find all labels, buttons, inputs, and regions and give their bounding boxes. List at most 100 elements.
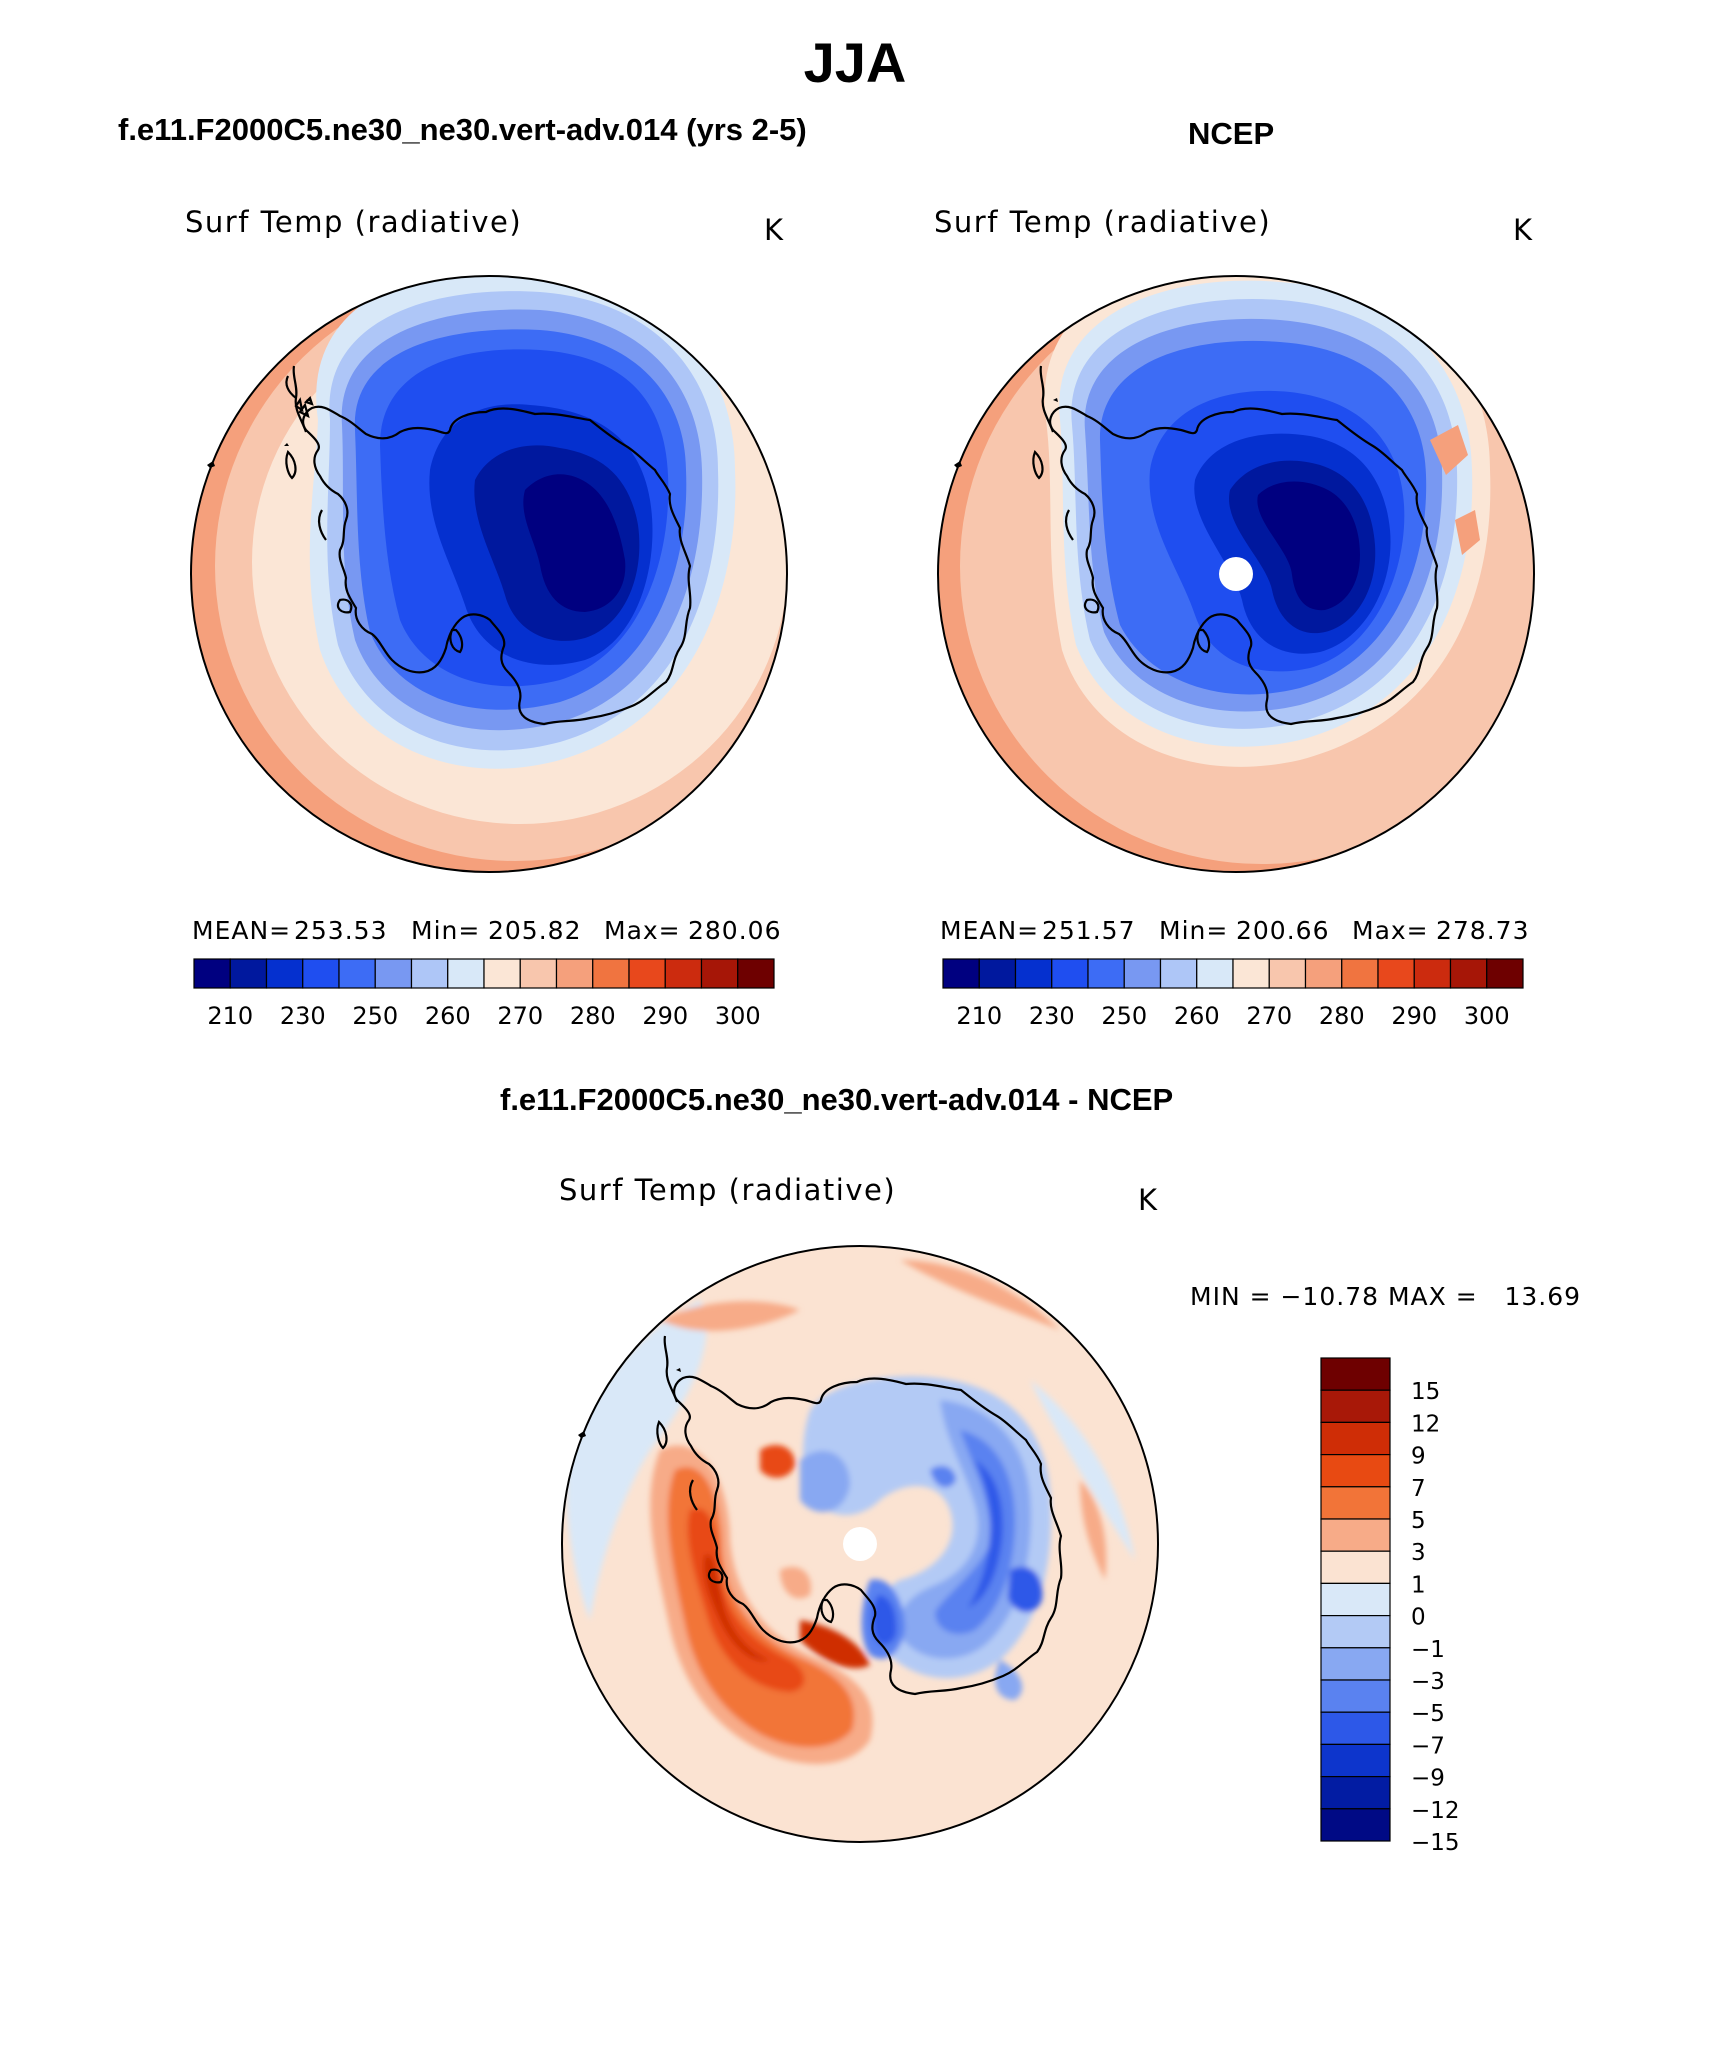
- colorbar-model-swatch: [265, 958, 304, 989]
- panel-1-heading: f.e11.F2000C5.ne30_ne30.vert-adv.014 (yr…: [118, 112, 807, 147]
- colorbar-ncep-swatch: [942, 958, 980, 989]
- colorbar-model-swatch: [447, 958, 485, 989]
- panel-1-min-value: 205.82: [488, 916, 582, 945]
- panel-2-variable-label: Surf Temp (radiative): [934, 205, 1272, 239]
- panel-1-mean-value: 253.53: [294, 916, 388, 945]
- colorbar-difference-swatch: [1320, 1582, 1391, 1617]
- colorbar-model-swatch: [592, 958, 630, 989]
- colorbar-model-swatch: [555, 958, 594, 989]
- colorbar-difference-swatch: [1320, 1389, 1391, 1423]
- colorbar-difference-tick-label: −12: [1411, 1798, 1460, 1824]
- colorbar-ncep-swatch: [1486, 958, 1524, 989]
- colorbar-difference-swatch: [1320, 1614, 1391, 1649]
- map-model-surface-temperature: [191, 276, 787, 872]
- colorbar-model-swatch: [700, 958, 739, 989]
- colorbar-ncep-swatch: [1232, 958, 1270, 989]
- colorbar-ncep-swatch: [978, 958, 1017, 989]
- colorbar-ncep-swatch: [1123, 958, 1162, 989]
- panel-3-variable-label: Surf Temp (radiative): [559, 1173, 897, 1207]
- colorbar-difference-tick-label: 0: [1411, 1605, 1426, 1631]
- panel-1-units-label: K: [764, 213, 785, 247]
- colorbar-ncep-tick-label: 210: [956, 1002, 1002, 1030]
- colorbar-difference-swatch: [1320, 1518, 1391, 1552]
- colorbar-model-tick-label: 280: [570, 1002, 616, 1030]
- figure-title: JJA: [803, 31, 907, 94]
- map-ncep-boundary: [937, 275, 1535, 873]
- colorbar-ncep-swatch: [1051, 958, 1089, 989]
- colorbar-model-tick-label: 250: [352, 1002, 398, 1030]
- colorbar-difference-swatch: [1320, 1453, 1391, 1488]
- panel-2-mean-value: 251.57: [1042, 916, 1136, 945]
- colorbar-difference-tick-label: −7: [1411, 1733, 1445, 1759]
- colorbar-difference-tick-label: 15: [1411, 1379, 1440, 1405]
- panel-2-min-label: Min=: [1159, 916, 1229, 945]
- colorbar-ncep-swatch: [1268, 958, 1307, 989]
- colorbar-model-swatch: [302, 958, 340, 989]
- colorbar-difference-swatch: [1320, 1421, 1391, 1456]
- colorbar-ncep: 210 230 250 260 270 280 290 300: [942, 958, 1524, 1030]
- colorbar-model-swatch: [229, 958, 268, 989]
- panel-1-variable-label: Surf Temp (radiative): [185, 205, 523, 239]
- map-ncep-missing-data-hole: [1219, 557, 1253, 591]
- panel-3-heading: f.e11.F2000C5.ne30_ne30.vert-adv.014 - N…: [500, 1082, 1174, 1117]
- colorbar-difference-tick-label: 1: [1411, 1572, 1426, 1598]
- map-difference-missing-data-hole: [843, 1527, 877, 1561]
- colorbar-difference-swatch: [1320, 1647, 1391, 1681]
- colorbar-model-swatch: [519, 958, 558, 989]
- colorbar-model-swatch: [410, 958, 449, 989]
- colorbar-difference-tick-label: 12: [1411, 1411, 1440, 1437]
- panel-1-max-value: 280.06: [688, 916, 782, 945]
- colorbar-model-swatch: [338, 958, 376, 989]
- panel-1-mean-label: MEAN=: [192, 916, 292, 945]
- colorbar-difference-tick-label: −15: [1411, 1830, 1460, 1856]
- colorbar-model-swatch: [193, 958, 231, 989]
- colorbar-ncep-swatch: [1159, 958, 1198, 989]
- panel-2-heading: NCEP: [1188, 116, 1275, 151]
- panel-1-min-label: Min=: [411, 916, 481, 945]
- panel-3-units-label: K: [1138, 1183, 1159, 1217]
- colorbar-difference-tick-label: −9: [1411, 1766, 1445, 1792]
- colorbar-difference-swatch: [1320, 1357, 1391, 1391]
- colorbar-difference-tick-label: −1: [1411, 1637, 1445, 1663]
- colorbar-model-tick-label: 290: [642, 1002, 688, 1030]
- colorbar-model-tick-label: 300: [715, 1002, 761, 1030]
- map-difference-boundary: [561, 1245, 1159, 1843]
- colorbar-difference-swatch: [1320, 1550, 1391, 1584]
- colorbar-ncep-tick-label: 250: [1101, 1002, 1147, 1030]
- colorbar-ncep-swatch: [1413, 958, 1452, 989]
- map-model-boundary: [190, 275, 788, 873]
- colorbar-model-tick-label: 270: [497, 1002, 543, 1030]
- colorbar-model-swatch: [664, 958, 703, 989]
- colorbar-ncep-tick-label: 230: [1029, 1002, 1075, 1030]
- colorbar-ncep-swatch: [1196, 958, 1234, 989]
- panel-2-max-value: 278.73: [1436, 916, 1530, 945]
- colorbar-ncep-tick-label: 290: [1391, 1002, 1437, 1030]
- colorbar-difference-tick-label: 5: [1411, 1508, 1426, 1534]
- panel-2-units-label: K: [1513, 213, 1534, 247]
- panel-2-mean-label: MEAN=: [940, 916, 1040, 945]
- colorbar-model: 210 230 250 260 270 280 290 300: [193, 958, 775, 1030]
- colorbar-difference-tick-label: −5: [1411, 1701, 1445, 1727]
- colorbar-difference-swatch: [1320, 1743, 1391, 1778]
- colorbar-model-swatch: [737, 958, 775, 989]
- colorbar-model-swatch: [374, 958, 413, 989]
- colorbar-model-swatch: [483, 958, 521, 989]
- colorbar-difference-tick-label: 3: [1411, 1540, 1426, 1566]
- colorbar-ncep-tick-label: 300: [1464, 1002, 1510, 1030]
- panel-3-minmax-text: MIN = −10.78 MAX = 13.69: [1190, 1282, 1582, 1311]
- colorbar-ncep-swatch: [1449, 958, 1488, 989]
- colorbar-model-swatch: [628, 958, 666, 989]
- map-ncep-surface-temperature: [938, 276, 1534, 872]
- map-model-coastline: [285, 365, 692, 726]
- map-difference-coastline: [656, 1335, 1063, 1696]
- colorbar-ncep-swatch: [1304, 958, 1343, 989]
- colorbar-difference-swatch: [1320, 1808, 1391, 1842]
- colorbar-difference-swatch: [1320, 1711, 1391, 1745]
- colorbar-ncep-swatch: [1087, 958, 1125, 989]
- colorbar-ncep-swatch: [1341, 958, 1379, 989]
- colorbar-difference-tick-label: 7: [1411, 1476, 1426, 1502]
- colorbar-model-tick-label: 260: [425, 1002, 471, 1030]
- colorbar-model-tick-label: 210: [207, 1002, 253, 1030]
- colorbar-ncep-swatch: [1014, 958, 1053, 989]
